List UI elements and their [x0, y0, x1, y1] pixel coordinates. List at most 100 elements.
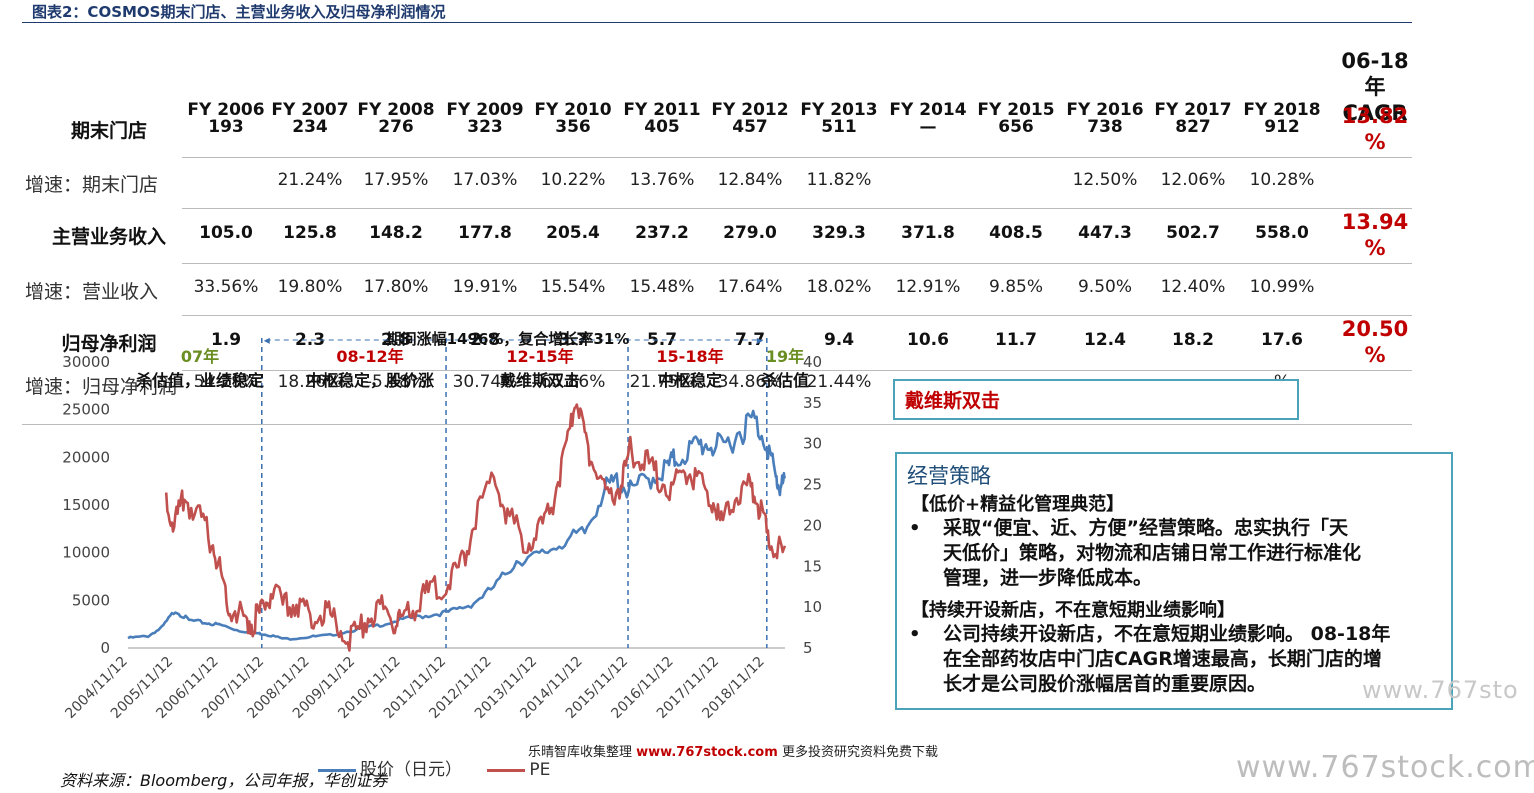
y-right-tick-label: 5 [803, 639, 813, 657]
y-left-tick-label: 25000 [62, 401, 110, 419]
table-bottom-rule [22, 424, 1412, 425]
table-cell: 11.82% [806, 170, 872, 190]
table-cell: 125.8 [283, 223, 337, 243]
price-series-line [127, 409, 787, 641]
cagr-header-line: 06-18 [1341, 49, 1409, 73]
strategy-box: 经营策略 【低价+精益化管理典范】 • 采取“便宜、近、方便”经营策略。忠实执行… [895, 452, 1453, 710]
table-cell: 21.24% [277, 170, 343, 190]
watermark-text: 乐晴智库收集整理 [528, 745, 633, 760]
period-year-label: 07年 [181, 347, 219, 366]
year-header: FY 2013 [800, 100, 878, 120]
range-note: 期间涨幅1496%，复合增长率31% [387, 330, 630, 348]
watermark-text: 更多投资研究资料免费下载 [781, 745, 938, 760]
cagr-line: % [1364, 343, 1386, 367]
chart-legend: 股价（日元） PE [318, 755, 550, 780]
legend-swatch-pe [487, 768, 526, 772]
text-line: 采取“便宜、近、方便”经营策略。忠实执行「天 [943, 517, 1348, 539]
period-year-label: 15-18年 [656, 347, 723, 366]
watermark-banner: 乐晴智库收集整理 www.767stock.com 更多投资研究资料免费下载 [528, 741, 938, 760]
year-header: FY 2018 [1243, 100, 1321, 120]
y-right-tick-label: 10 [803, 598, 822, 616]
year-header: FY 2010 [534, 100, 612, 120]
cagr-line: 13.82 [1341, 104, 1409, 128]
table-cell: 10.28% [1249, 170, 1315, 190]
table-cell: 1.9 [210, 330, 242, 350]
table-cell: 10.22% [540, 170, 606, 190]
table-cell: 12.40% [1160, 277, 1226, 297]
table-cell: 12.50% [1072, 170, 1138, 190]
table-cell: 234 [292, 117, 328, 137]
cagr-line: % [1364, 236, 1386, 260]
table-cell: 405 [644, 117, 680, 137]
watermark-bottom: www.767stock.com [1236, 750, 1534, 785]
y-right-tick-label: 30 [803, 435, 822, 453]
table-cell: — [919, 117, 937, 137]
arrow-right-icon: ▸ [757, 333, 763, 347]
y-right-tick-label: 35 [803, 394, 822, 412]
table-cell: 19.80% [277, 277, 343, 297]
year-header: FY 2012 [711, 100, 789, 120]
strategy-section-heading: 【低价+精益化管理典范】 [911, 494, 1125, 515]
strategy-title: 经营策略 [907, 464, 991, 488]
period-description: 戴维斯双击 [500, 371, 580, 390]
table-cell: 511 [821, 117, 857, 137]
table-cell: 17.6 [1261, 330, 1303, 350]
table-cell: 17.80% [363, 277, 429, 297]
legend-label-price: 股价（日元） [360, 760, 462, 780]
table-cell: 33.56% [193, 277, 259, 297]
year-header: FY 2006 [187, 100, 265, 120]
table-cell: 12.4 [1084, 330, 1126, 350]
table-cell: 2.3 [294, 330, 326, 350]
table-cell: 15.54% [540, 277, 606, 297]
table-cell: 177.8 [458, 223, 512, 243]
growth-row-label: 增速：归母净利润 [25, 376, 178, 398]
table-cell: 17.64% [717, 277, 783, 297]
table-cell: 12.91% [895, 277, 961, 297]
bullet-mark: • [909, 518, 921, 539]
financial-table: 06-18 年 CAGR FY 2006 FY 2007 FY 2008 FY 200… [22, 22, 1412, 426]
year-header: FY 2016 [1066, 100, 1144, 120]
cagr-header-line: 年 [1364, 75, 1386, 99]
period-year-label: 08-12年 [336, 347, 403, 366]
table-cell: -5.48% [365, 372, 427, 392]
y-right-tick-label: 20 [803, 516, 822, 534]
year-header: FY 2007 [271, 100, 349, 120]
legend-swatch-price [318, 768, 356, 772]
watermark-right: www.767sto [1362, 676, 1519, 704]
table-cell: 11.7 [995, 330, 1037, 350]
bullet-mark: • [909, 624, 921, 645]
table-cell: 19.91% [452, 277, 518, 297]
cagr-line: % [1364, 130, 1386, 154]
growth-row-label: 增速：营业收入 [25, 281, 159, 303]
strategy-section-heading: 【持续开设新店，不在意短期业绩影响】 [911, 600, 1235, 621]
text-line: 长才是公司股价涨幅居首的重要原因。 [943, 673, 1267, 695]
table-cell: 323 [467, 117, 503, 137]
table-cell: 558.0 [1255, 223, 1309, 243]
cagr-line: 20.50 [1341, 317, 1409, 341]
row-divider [182, 157, 1412, 158]
table-cell: 21.75% [629, 372, 695, 392]
strategy-text: 公司持续开设新店，不在意短期业绩影响。 08-18年 在全部药妆店中门店CAGR… [943, 622, 1443, 697]
davis-callout-box: 戴维斯双击 [893, 379, 1299, 420]
text-line: 在全部药妆店中门店CAGR增速最高，长期门店的增 [943, 648, 1382, 670]
price-pe-chart: 0 5000 10000 15000 20000 25000 30000 5 10 15 20 25 3… [62, 330, 822, 722]
cagr-value: 13.82% [1332, 103, 1418, 155]
table-cell: 54.29% [193, 372, 259, 392]
row-divider [182, 263, 1412, 264]
table-cell: 408.5 [989, 223, 1043, 243]
table-cell: 738 [1087, 117, 1123, 137]
table-cell: 371.8 [901, 223, 955, 243]
year-header: FY 2011 [623, 100, 701, 120]
table-cell: 18.02% [806, 277, 872, 297]
row-divider [182, 315, 1412, 316]
year-header: FY 2015 [977, 100, 1055, 120]
cagr-line: 13.94 [1341, 210, 1409, 234]
table-cell: 18.2 [1172, 330, 1214, 350]
table-cell: 148.2 [369, 223, 423, 243]
table-cell: 21.44% [806, 372, 872, 392]
pe-series-line [164, 403, 787, 652]
table-cell: 10.99% [1249, 277, 1315, 297]
text-line: 天低价」策略，对物流和店铺日常工作进行标准化 [943, 542, 1362, 564]
table-cell: 279.0 [723, 223, 777, 243]
period-description: 中枢稳定 [658, 371, 722, 390]
